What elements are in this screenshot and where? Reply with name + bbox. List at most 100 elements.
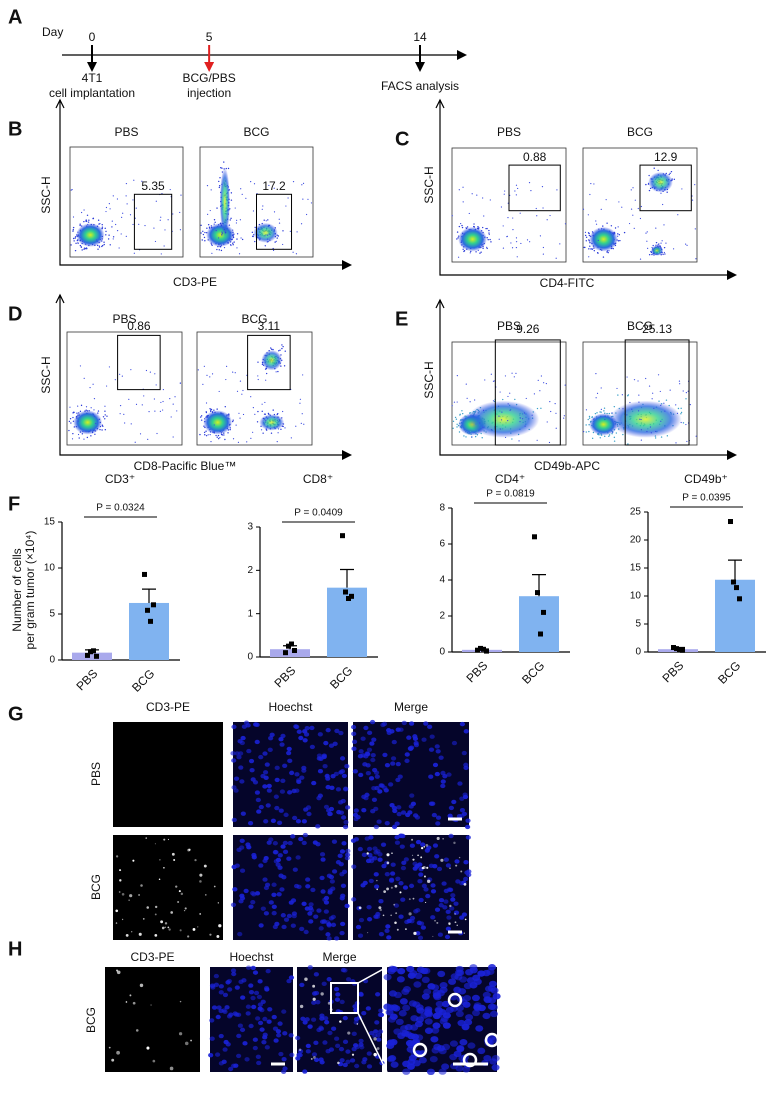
nucleus	[453, 910, 460, 915]
y-tick-label: 25	[630, 507, 642, 518]
dot	[535, 207, 537, 210]
nucleus	[299, 926, 305, 932]
nucleus	[378, 1008, 384, 1013]
dot	[250, 437, 252, 440]
dot	[210, 408, 213, 411]
nucleus	[407, 746, 413, 751]
nucleus	[227, 987, 233, 992]
nucleus	[301, 840, 307, 846]
cd3-signal	[154, 934, 158, 937]
nucleus	[393, 903, 400, 908]
nucleus	[440, 770, 446, 776]
dot	[105, 210, 107, 213]
nucleus	[282, 763, 288, 768]
nucleus	[253, 990, 260, 996]
dot	[72, 237, 75, 240]
nucleus	[239, 838, 245, 844]
dot	[209, 408, 211, 410]
cd3-signal	[458, 856, 461, 859]
dot	[141, 180, 143, 182]
dot	[588, 430, 590, 433]
dot	[600, 387, 602, 389]
nucleus	[339, 756, 346, 761]
flow-dots	[200, 161, 313, 255]
nucleus	[257, 1020, 264, 1026]
dot	[125, 235, 127, 238]
nucleus	[286, 750, 292, 756]
dot	[83, 377, 85, 379]
nucleus	[421, 976, 430, 984]
nucleus	[257, 1002, 264, 1007]
dot	[130, 423, 132, 425]
dot	[221, 231, 223, 233]
dot	[555, 427, 557, 429]
nucleus	[351, 897, 357, 902]
dot	[539, 235, 542, 237]
dot	[543, 382, 545, 384]
nucleus	[289, 770, 295, 776]
dot	[218, 185, 221, 187]
dot	[548, 441, 551, 444]
nucleus	[236, 1012, 242, 1018]
micrograph	[383, 964, 501, 1076]
dot	[202, 230, 204, 232]
dot	[661, 240, 663, 242]
nucleus	[430, 889, 437, 894]
nucleus	[445, 863, 451, 868]
dot	[96, 239, 98, 241]
nucleus	[272, 849, 279, 855]
dot	[468, 212, 470, 215]
nucleus	[428, 801, 435, 806]
cd3-signal	[351, 1053, 355, 1056]
data-point	[734, 585, 739, 591]
nucleus	[429, 734, 435, 739]
dot	[680, 411, 683, 414]
dot	[659, 189, 661, 191]
nucleus	[281, 1069, 287, 1074]
nucleus	[435, 821, 441, 826]
dot	[260, 429, 263, 431]
dot	[482, 247, 484, 250]
nucleus	[330, 773, 336, 779]
nucleus	[367, 730, 373, 736]
nucleus	[446, 915, 452, 920]
cd3-signal	[376, 888, 379, 891]
panel-letter: C	[395, 128, 409, 150]
dot	[172, 213, 174, 215]
cd3-signal	[161, 926, 165, 930]
nucleus	[230, 968, 237, 973]
dot	[156, 432, 158, 435]
nucleus	[256, 994, 263, 1000]
dot	[554, 403, 556, 405]
nucleus	[395, 1018, 404, 1026]
nucleus	[351, 731, 357, 737]
y-tick-label: 2	[247, 565, 253, 576]
x-tick-label: PBS	[463, 658, 490, 685]
data-point	[680, 647, 685, 653]
nucleus	[430, 915, 436, 920]
nucleus	[248, 1023, 254, 1029]
nucleus	[307, 1024, 313, 1029]
nucleus	[417, 879, 423, 884]
dot	[213, 223, 215, 225]
dot	[648, 385, 651, 387]
dot	[451, 215, 453, 217]
dot	[457, 256, 460, 258]
nucleus	[484, 985, 493, 992]
nucleus	[255, 797, 261, 803]
nucleus	[375, 911, 381, 917]
nucleus	[289, 1052, 295, 1058]
dot	[229, 428, 231, 431]
nucleus	[248, 983, 254, 988]
dot	[81, 240, 84, 243]
x-tick-label: BCG	[715, 658, 743, 686]
nucleus	[451, 740, 458, 746]
nucleus	[279, 887, 285, 892]
nucleus	[259, 1027, 265, 1032]
column-label: Hoechst	[268, 700, 313, 714]
nucleus	[316, 795, 322, 801]
dot	[596, 412, 598, 414]
dot	[640, 418, 642, 421]
nucleus	[341, 869, 348, 875]
cd3-signal	[442, 838, 444, 840]
